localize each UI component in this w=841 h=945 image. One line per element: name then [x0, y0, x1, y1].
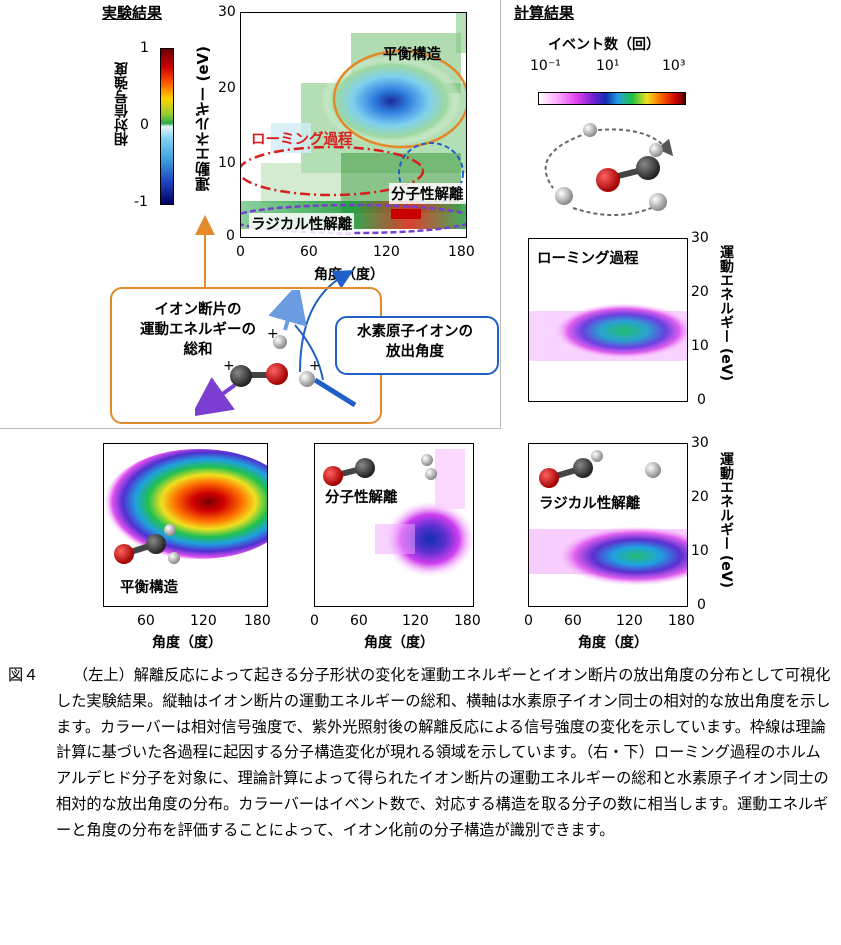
rad-xtick-60: 60	[564, 613, 582, 629]
calc-colorbar-title: イベント数（回）	[548, 37, 660, 53]
mol-xtick-180: 180	[454, 613, 481, 629]
calc-roaming-plot: ローミング過程	[528, 238, 688, 402]
schematic-arrows	[195, 215, 354, 381]
exp-xtick-60: 60	[300, 244, 318, 260]
exp-ytick-10: 10	[218, 155, 236, 171]
exp-ytick-30: 30	[218, 4, 236, 20]
plus-sign-2: +	[223, 358, 235, 374]
angle-line-2: 放出角度	[386, 344, 444, 360]
rad-ytick-20: 20	[691, 489, 709, 505]
exp-ytick-20: 20	[218, 80, 236, 96]
emission-angle-box	[335, 316, 499, 375]
experiment-section-label: 実験結果	[102, 4, 163, 22]
calc-colorbar	[538, 92, 686, 105]
rad-ytick-10: 10	[691, 543, 709, 559]
calc-equilibrium-heatmap	[104, 449, 267, 559]
calc-colorbar-tick-2: 10¹	[596, 58, 620, 74]
exp-label-equilibrium: 平衡構造	[383, 47, 441, 63]
kinetic-line-1: イオン断片の	[154, 302, 242, 318]
schematic-molecule: + + +	[195, 290, 357, 417]
eq-xtick-180: 180	[244, 613, 271, 629]
exp-label-radical: ラジカル性解離	[249, 213, 355, 234]
exp-xtick-180: 180	[448, 244, 475, 260]
exp-colorbar-tick-minus1: -1	[134, 194, 148, 210]
eq-xtick-120: 120	[190, 613, 217, 629]
roaming-molecule-diagram	[544, 123, 674, 216]
kinetic-energy-text: イオン断片の 運動エネルギーの 総和	[118, 300, 278, 360]
kinetic-line-2: 運動エネルギーの	[140, 322, 256, 338]
experiment-plot: 平衡構造 ローミング過程 分子性解離 ラジカル性解離	[240, 12, 467, 238]
calc-roaming-heatmap	[529, 303, 687, 361]
exp-label-molecular: 分子性解離	[389, 183, 466, 204]
calc-label-equilibrium: 平衡構造	[120, 580, 178, 596]
calc-molecular-plot: 分子性解離	[314, 443, 474, 607]
eq-xlabel: 角度（度）	[152, 635, 222, 651]
radical-region-outline	[241, 203, 466, 235]
calc-colorbar-tick-1: 10⁻¹	[530, 58, 561, 74]
mol-xtick-120: 120	[402, 613, 429, 629]
mol-xtick-0: 0	[310, 613, 319, 629]
calc-roaming-ytick-20: 20	[691, 284, 709, 300]
eq-xtick-60: 60	[137, 613, 155, 629]
figure-caption: 図４ （左上）解離反応によって起きる分子形状の変化を運動エネルギーとイオン断片の…	[8, 663, 834, 844]
exp-xtick-120: 120	[373, 244, 400, 260]
mol-xtick-60: 60	[350, 613, 368, 629]
equilibrium-region-outline	[332, 49, 466, 149]
equilibrium-molecule	[114, 524, 180, 564]
caption-text: （左上）解離反応によって起きる分子形状の変化を運動エネルギーとイオン断片の放出角…	[56, 666, 831, 839]
emission-angle-text: 水素原子イオンの 放出角度	[335, 322, 495, 362]
calc-colorbar-tick-3: 10³	[662, 58, 686, 74]
exp-colorbar	[160, 48, 174, 205]
molecular-molecule	[323, 454, 437, 486]
section-divider-horizontal	[0, 428, 501, 429]
exp-colorbar-tick-0: 0	[140, 117, 149, 133]
calc-roaming-ytick-30: 30	[691, 230, 709, 246]
calc-roaming-ylabel: 運動エネルギー (eV)	[718, 245, 734, 382]
calculation-section-label: 計算結果	[514, 4, 575, 22]
plus-sign-3: +	[309, 358, 321, 374]
calc-radical-plot: ラジカル性解離	[528, 443, 688, 607]
calc-roaming-ytick-0: 0	[697, 392, 706, 408]
calc-label-roaming: ローミング過程	[537, 251, 639, 267]
calc-label-molecular: 分子性解離	[325, 490, 398, 506]
mol-xlabel: 角度（度）	[364, 635, 434, 651]
roaming-region-outline	[241, 145, 425, 197]
angle-line-1: 水素原子イオンの	[357, 324, 473, 340]
section-divider	[500, 0, 501, 428]
rad-xtick-120: 120	[616, 613, 643, 629]
rad-ytick-30: 30	[691, 435, 709, 451]
calc-label-radical: ラジカル性解離	[539, 496, 641, 512]
calc-equilibrium-plot: 平衡構造	[103, 443, 268, 607]
calc-molecular-heatmap	[375, 449, 473, 577]
exp-ytick-0: 0	[226, 228, 235, 244]
exp-xtick-0: 0	[236, 244, 245, 260]
rad-xlabel: 角度（度）	[578, 635, 648, 651]
rad-xtick-0: 0	[524, 613, 533, 629]
exp-colorbar-tick-1: 1	[140, 40, 149, 56]
radical-molecule	[539, 450, 661, 488]
rad-xtick-180: 180	[668, 613, 695, 629]
rad-ytick-0: 0	[697, 597, 706, 613]
plus-sign-1: +	[267, 326, 279, 342]
kinetic-line-3: 総和	[183, 342, 213, 358]
calc-radical-heatmap	[529, 526, 687, 586]
rad-ylabel: 運動エネルギー (eV)	[718, 452, 734, 589]
calc-roaming-ytick-10: 10	[691, 338, 709, 354]
exp-label-roaming: ローミング過程	[251, 132, 353, 148]
figure-number: 図４	[8, 666, 39, 684]
